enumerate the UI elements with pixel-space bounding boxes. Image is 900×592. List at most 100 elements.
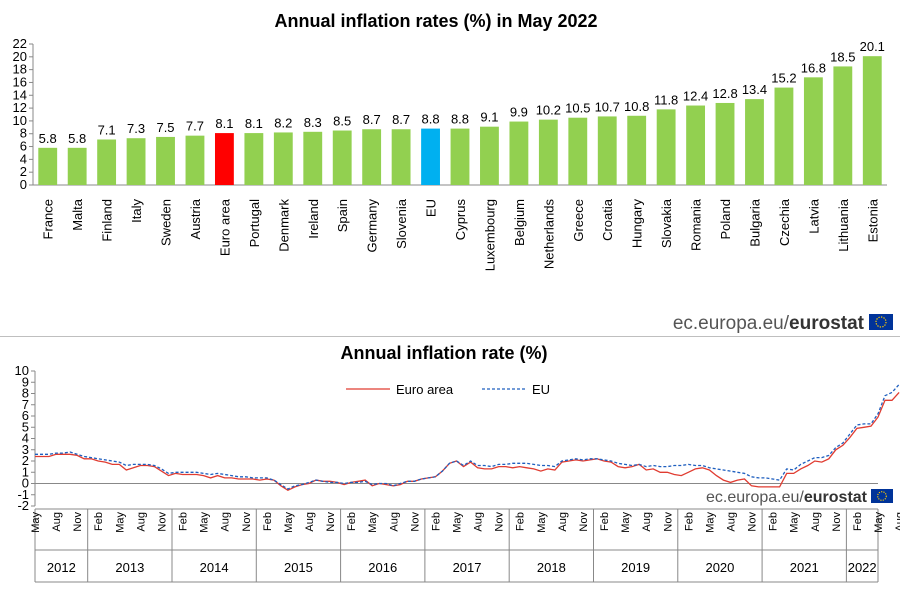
bar bbox=[156, 136, 175, 185]
category-label: Spain bbox=[335, 199, 350, 232]
credit-bold: eurostat bbox=[789, 313, 865, 334]
x-tick-label: Feb bbox=[852, 512, 864, 531]
category-label: Croatia bbox=[600, 198, 615, 241]
bar-value-label: 10.5 bbox=[565, 101, 590, 116]
x-tick-label: May bbox=[704, 512, 716, 533]
y-tick-label: 18 bbox=[13, 62, 27, 77]
x-tick-label: May bbox=[789, 512, 801, 533]
category-label: Slovakia bbox=[659, 198, 674, 248]
y-tick-label: 6 bbox=[20, 139, 27, 154]
bar-value-label: 8.1 bbox=[245, 116, 263, 131]
x-tick-label: Aug bbox=[304, 512, 316, 532]
bar-value-label: 8.7 bbox=[363, 112, 381, 127]
y-tick-label: 4 bbox=[20, 151, 27, 166]
x-tick-label: May bbox=[367, 512, 379, 533]
bar-value-label: 7.3 bbox=[127, 121, 145, 136]
category-label: Czechia bbox=[777, 198, 792, 246]
bar bbox=[862, 56, 882, 185]
category-label: Denmark bbox=[276, 199, 291, 252]
y-tick-label: 2 bbox=[22, 453, 29, 468]
bar bbox=[745, 99, 764, 185]
bar-chart-title: Annual inflation rates (%) in May 2022 bbox=[274, 11, 597, 31]
bar-value-label: 20.1 bbox=[860, 39, 885, 54]
bar bbox=[214, 133, 234, 185]
series-line-euro-area bbox=[35, 391, 900, 492]
bar bbox=[97, 139, 117, 185]
bar bbox=[509, 121, 529, 185]
line-chart-title: Annual inflation rate (%) bbox=[341, 343, 548, 363]
y-tick-label: 7 bbox=[22, 397, 29, 412]
bar bbox=[421, 128, 440, 185]
category-label: Luxembourg bbox=[482, 199, 497, 271]
year-label: 2014 bbox=[200, 560, 229, 575]
year-label: 2020 bbox=[705, 560, 734, 575]
line-chart-panel: Annual inflation rate (%) -2 -1 0 1 2 3 4 5 6 7 8 9… bbox=[0, 337, 900, 592]
category-label: Italy bbox=[129, 199, 144, 223]
x-tick-label: Nov bbox=[578, 512, 590, 532]
category-label: Belgium bbox=[512, 199, 527, 246]
x-tick-label: Nov bbox=[241, 512, 253, 532]
category-label: Euro area bbox=[217, 198, 232, 256]
bar bbox=[656, 109, 676, 185]
x-tick-label: Nov bbox=[831, 512, 843, 532]
category-label: Sweden bbox=[159, 199, 174, 246]
bar-value-label: 10.8 bbox=[624, 99, 649, 114]
bar-value-label: 16.8 bbox=[801, 60, 826, 75]
x-tick-label: May bbox=[452, 512, 464, 533]
bar-value-label: 8.5 bbox=[333, 114, 351, 129]
category-label: Slovenia bbox=[394, 198, 409, 249]
x-tick-label: Nov bbox=[409, 512, 421, 532]
x-tick-label: May bbox=[30, 512, 42, 533]
bar bbox=[597, 116, 617, 185]
bar-value-label: 10.7 bbox=[595, 99, 620, 114]
x-tick-label: Aug bbox=[557, 512, 569, 532]
bar bbox=[774, 87, 794, 185]
x-tick-label: Aug bbox=[725, 512, 737, 532]
bar bbox=[715, 102, 735, 185]
bar bbox=[332, 130, 352, 185]
year-label: 2016 bbox=[368, 560, 397, 575]
bar bbox=[38, 147, 58, 185]
x-tick-label: Feb bbox=[262, 512, 274, 531]
bar-value-label: 13.4 bbox=[742, 82, 767, 97]
credit-prefix: ec.europa.eu/ bbox=[706, 489, 804, 506]
y-tick-label: 2 bbox=[20, 164, 27, 179]
legend-label: Euro area bbox=[396, 382, 454, 397]
bar bbox=[273, 132, 293, 185]
x-tick-label: May bbox=[114, 512, 126, 533]
credit-bold: eurostat bbox=[804, 489, 868, 506]
category-label: Portugal bbox=[247, 199, 262, 248]
year-label: 2015 bbox=[284, 560, 313, 575]
x-tick-label: Nov bbox=[156, 512, 168, 532]
year-label: 2017 bbox=[453, 560, 482, 575]
bar-value-label: 10.2 bbox=[536, 103, 561, 118]
y-tick-label: 6 bbox=[22, 408, 29, 423]
svg-text:ec.europa.eu/eurostat: ec.europa.eu/eurostat bbox=[673, 313, 865, 334]
y-tick-label: 1 bbox=[22, 464, 29, 479]
line-chart: Annual inflation rate (%) -2-10123456789… bbox=[15, 343, 900, 583]
bar-value-label: 12.4 bbox=[683, 89, 708, 104]
category-label: EU bbox=[424, 199, 439, 217]
x-tick-label: May bbox=[873, 512, 885, 533]
bar bbox=[126, 138, 146, 185]
bar bbox=[480, 126, 499, 185]
bar bbox=[538, 119, 558, 185]
x-tick-label: Feb bbox=[599, 512, 611, 531]
eurostat-credit-bottom: ec.europa.eu/eurostat bbox=[706, 489, 893, 506]
eurostat-credit-top: ec.europa.eu/eurostat bbox=[673, 313, 893, 334]
year-label: 2012 bbox=[47, 560, 76, 575]
legend-label: EU bbox=[532, 382, 550, 397]
y-tick-label: 12 bbox=[13, 100, 27, 115]
year-label: 2018 bbox=[537, 560, 566, 575]
category-label: Greece bbox=[571, 199, 586, 242]
x-tick-label: May bbox=[536, 512, 548, 533]
x-tick-label: Feb bbox=[683, 512, 695, 531]
bar-value-label: 9.9 bbox=[510, 105, 528, 120]
year-label: 2021 bbox=[790, 560, 819, 575]
bar-value-label: 7.1 bbox=[98, 122, 116, 137]
x-tick-label: Feb bbox=[768, 512, 780, 531]
x-tick-label: Feb bbox=[178, 512, 190, 531]
bar-value-label: 18.5 bbox=[830, 49, 855, 64]
x-tick-label: Aug bbox=[810, 512, 822, 532]
bar-value-label: 8.7 bbox=[392, 112, 410, 127]
